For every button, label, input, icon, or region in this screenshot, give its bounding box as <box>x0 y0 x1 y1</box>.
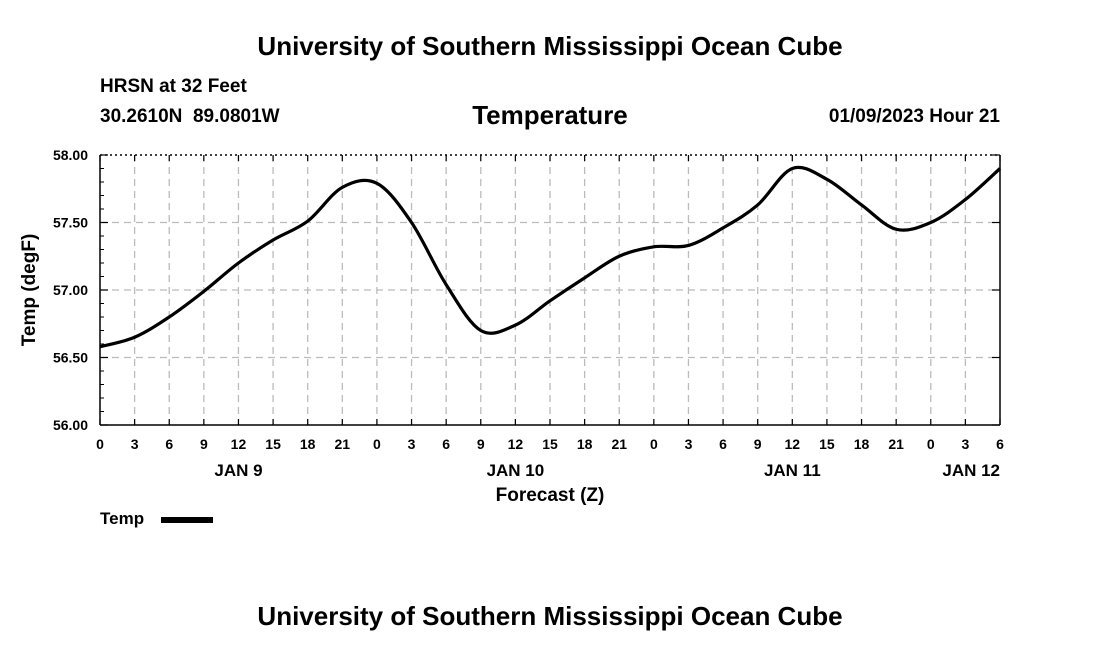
station-label: HRSN at 32 Feet <box>100 76 247 97</box>
x-tick-label: 3 <box>685 436 693 452</box>
x-tick-label: 18 <box>577 436 593 452</box>
variable-label: Temperature <box>472 100 628 130</box>
x-tick-label: 6 <box>996 436 1004 452</box>
chart-title: University of Southern Mississippi Ocean… <box>257 31 843 61</box>
x-tick-label: 0 <box>96 436 104 452</box>
series-line-temp <box>99 165 1002 349</box>
x-tick-label: 12 <box>508 436 524 452</box>
x-tick-label: 0 <box>373 436 381 452</box>
x-tick-label: 6 <box>165 436 173 452</box>
x-tick-label: 15 <box>542 436 558 452</box>
x-tick-label: 21 <box>335 436 351 452</box>
x-tick-label: 18 <box>300 436 316 452</box>
x-tick-label: 15 <box>819 436 835 452</box>
y-tick-label: 57.00 <box>53 282 88 298</box>
x-tick-label: 3 <box>961 436 969 452</box>
date-label: JAN 12 <box>942 461 1000 480</box>
x-tick-label: 3 <box>131 436 139 452</box>
footer-title: University of Southern Mississippi Ocean… <box>257 601 843 631</box>
legend-label: Temp <box>100 509 145 528</box>
x-tick-label: 18 <box>854 436 870 452</box>
date-label: JAN 10 <box>487 461 545 480</box>
x-tick-label: 9 <box>200 436 208 452</box>
x-tick-label: 21 <box>888 436 904 452</box>
x-tick-label: 12 <box>785 436 801 452</box>
y-axis-label: Temp (degF) <box>19 234 40 347</box>
x-tick-label: 9 <box>477 436 485 452</box>
x-tick-label: 3 <box>408 436 416 452</box>
date-label: JAN 9 <box>214 461 262 480</box>
x-tick-label: 15 <box>265 436 281 452</box>
coordinates-label: 30.2610N 89.0801W <box>100 106 280 127</box>
y-tick-label: 58.00 <box>53 147 88 163</box>
x-tick-label: 0 <box>927 436 935 452</box>
y-tick-label: 56.00 <box>53 417 88 433</box>
x-tick-label: 9 <box>754 436 762 452</box>
x-axis-label: Forecast (Z) <box>496 485 605 506</box>
x-tick-label: 0 <box>650 436 658 452</box>
y-tick-label: 57.50 <box>53 215 88 231</box>
y-tick-label: 56.50 <box>53 350 88 366</box>
timestamp-label: 01/09/2023 Hour 21 <box>828 106 1000 127</box>
x-tick-label: 6 <box>442 436 450 452</box>
legend-swatch <box>161 517 213 523</box>
x-tick-label: 6 <box>719 436 727 452</box>
date-label: JAN 11 <box>764 461 821 480</box>
x-tick-label: 12 <box>231 436 247 452</box>
x-tick-label: 21 <box>611 436 627 452</box>
